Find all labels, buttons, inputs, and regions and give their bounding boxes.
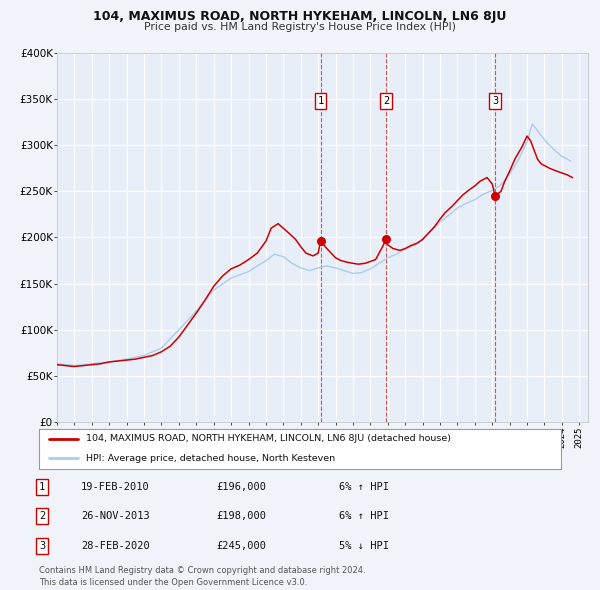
- Text: £196,000: £196,000: [216, 482, 266, 491]
- Text: 2: 2: [39, 512, 45, 521]
- Text: 104, MAXIMUS ROAD, NORTH HYKEHAM, LINCOLN, LN6 8JU (detached house): 104, MAXIMUS ROAD, NORTH HYKEHAM, LINCOL…: [86, 434, 451, 444]
- Text: This data is licensed under the Open Government Licence v3.0.: This data is licensed under the Open Gov…: [39, 578, 307, 587]
- Text: £245,000: £245,000: [216, 541, 266, 550]
- Text: 6% ↑ HPI: 6% ↑ HPI: [339, 482, 389, 491]
- Text: 3: 3: [39, 541, 45, 550]
- Text: 1: 1: [39, 482, 45, 491]
- Text: Price paid vs. HM Land Registry's House Price Index (HPI): Price paid vs. HM Land Registry's House …: [144, 22, 456, 32]
- Text: HPI: Average price, detached house, North Kesteven: HPI: Average price, detached house, Nort…: [86, 454, 335, 463]
- Text: 1: 1: [317, 96, 323, 106]
- Text: 19-FEB-2010: 19-FEB-2010: [81, 482, 150, 491]
- Text: 6% ↑ HPI: 6% ↑ HPI: [339, 512, 389, 521]
- Text: £198,000: £198,000: [216, 512, 266, 521]
- Text: 3: 3: [492, 96, 498, 106]
- Text: 26-NOV-2013: 26-NOV-2013: [81, 512, 150, 521]
- Text: 28-FEB-2020: 28-FEB-2020: [81, 541, 150, 550]
- Text: 2: 2: [383, 96, 389, 106]
- Text: 5% ↓ HPI: 5% ↓ HPI: [339, 541, 389, 550]
- Text: 104, MAXIMUS ROAD, NORTH HYKEHAM, LINCOLN, LN6 8JU: 104, MAXIMUS ROAD, NORTH HYKEHAM, LINCOL…: [94, 10, 506, 23]
- Text: Contains HM Land Registry data © Crown copyright and database right 2024.: Contains HM Land Registry data © Crown c…: [39, 566, 365, 575]
